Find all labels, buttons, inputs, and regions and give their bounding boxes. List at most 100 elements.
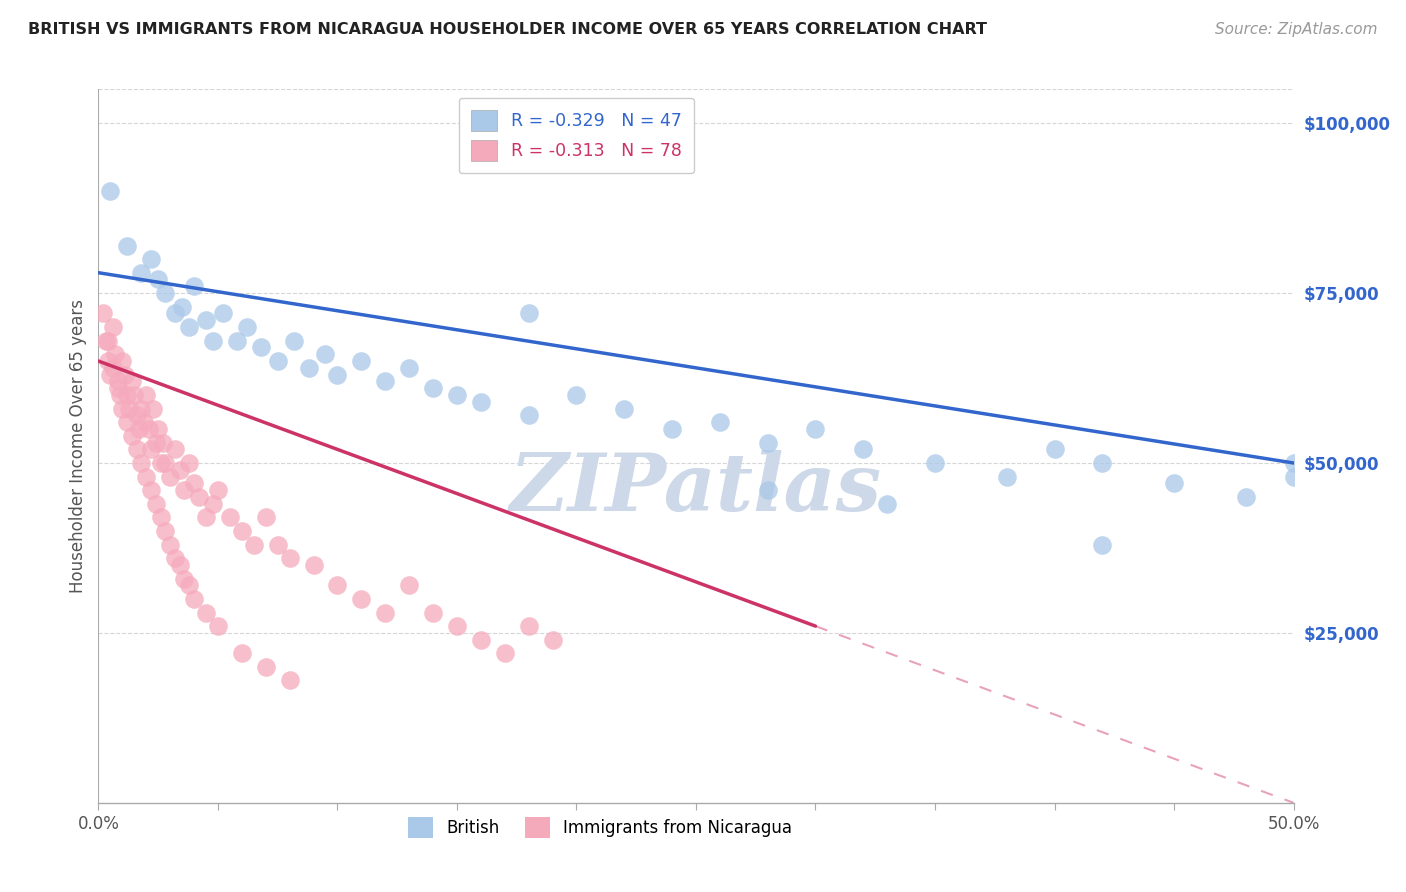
- Point: [163, 442, 186, 457]
- Point: [135, 469, 157, 483]
- Point: [1234, 490, 1257, 504]
- Point: [101, 320, 124, 334]
- Point: [1282, 456, 1305, 470]
- Point: [470, 632, 492, 647]
- Point: [1163, 476, 1185, 491]
- Point: [226, 334, 249, 348]
- Point: [115, 388, 138, 402]
- Point: [104, 347, 127, 361]
- Point: [152, 435, 174, 450]
- Point: [139, 483, 162, 498]
- Point: [235, 320, 257, 334]
- Point: [876, 497, 898, 511]
- Point: [131, 456, 153, 470]
- Point: [132, 415, 155, 429]
- Point: [121, 375, 143, 389]
- Point: [298, 360, 321, 375]
- Point: [131, 266, 153, 280]
- Point: [149, 456, 172, 470]
- Text: ZIPatlas: ZIPatlas: [510, 450, 882, 527]
- Point: [422, 606, 444, 620]
- Point: [254, 510, 277, 524]
- Point: [115, 415, 138, 429]
- Point: [613, 401, 636, 416]
- Point: [709, 415, 731, 429]
- Point: [125, 442, 148, 457]
- Point: [1091, 537, 1114, 551]
- Point: [179, 320, 201, 334]
- Point: [107, 381, 129, 395]
- Point: [243, 537, 266, 551]
- Point: [179, 578, 201, 592]
- Point: [446, 388, 468, 402]
- Point: [231, 646, 253, 660]
- Point: [995, 469, 1018, 483]
- Point: [207, 483, 229, 498]
- Point: [374, 375, 396, 389]
- Point: [187, 490, 209, 504]
- Point: [121, 429, 143, 443]
- Legend: British, Immigrants from Nicaragua: British, Immigrants from Nicaragua: [402, 811, 799, 845]
- Point: [159, 537, 181, 551]
- Point: [172, 300, 194, 314]
- Point: [139, 442, 162, 457]
- Point: [169, 463, 191, 477]
- Point: [326, 578, 349, 592]
- Point: [231, 524, 253, 538]
- Point: [163, 551, 186, 566]
- Point: [565, 388, 588, 402]
- Point: [250, 341, 273, 355]
- Point: [756, 483, 779, 498]
- Point: [97, 354, 120, 368]
- Point: [924, 456, 946, 470]
- Point: [149, 510, 172, 524]
- Point: [159, 469, 181, 483]
- Point: [195, 313, 218, 327]
- Point: [278, 673, 301, 688]
- Point: [155, 456, 177, 470]
- Point: [118, 401, 141, 416]
- Point: [517, 619, 540, 633]
- Point: [98, 184, 122, 198]
- Point: [111, 354, 134, 368]
- Point: [254, 660, 277, 674]
- Point: [211, 306, 233, 320]
- Point: [148, 272, 170, 286]
- Point: [517, 409, 540, 423]
- Point: [111, 401, 134, 416]
- Point: [183, 476, 205, 491]
- Point: [804, 422, 827, 436]
- Point: [101, 360, 124, 375]
- Point: [125, 409, 148, 423]
- Point: [517, 306, 540, 320]
- Point: [470, 394, 492, 409]
- Point: [219, 510, 242, 524]
- Point: [131, 401, 153, 416]
- Point: [374, 606, 396, 620]
- Point: [107, 375, 129, 389]
- Point: [756, 435, 779, 450]
- Point: [155, 524, 177, 538]
- Point: [1043, 442, 1066, 457]
- Point: [169, 558, 191, 572]
- Point: [1282, 469, 1305, 483]
- Point: [446, 619, 468, 633]
- Point: [114, 368, 136, 382]
- Point: [494, 646, 516, 660]
- Point: [145, 435, 167, 450]
- Point: [202, 497, 225, 511]
- Point: [267, 537, 290, 551]
- Point: [1091, 456, 1114, 470]
- Point: [124, 388, 146, 402]
- Point: [115, 238, 138, 252]
- Point: [541, 632, 564, 647]
- Point: [661, 422, 683, 436]
- Point: [852, 442, 875, 457]
- Point: [179, 456, 201, 470]
- Point: [278, 551, 301, 566]
- Text: Source: ZipAtlas.com: Source: ZipAtlas.com: [1215, 22, 1378, 37]
- Point: [398, 360, 420, 375]
- Point: [173, 483, 195, 498]
- Point: [398, 578, 420, 592]
- Point: [350, 354, 373, 368]
